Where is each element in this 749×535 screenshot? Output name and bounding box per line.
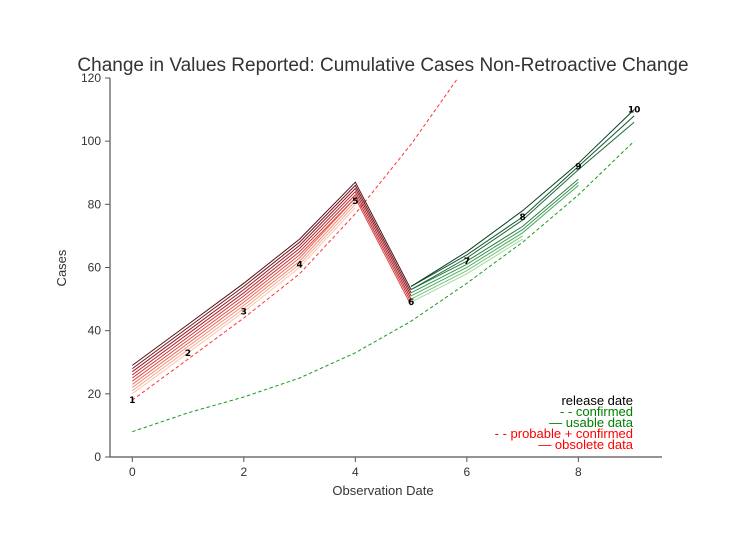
x-tick-label: 0 (129, 465, 136, 479)
y-tick-label: 100 (81, 134, 101, 148)
series-layer (132, 78, 635, 433)
release-number-label: 9 (575, 162, 581, 172)
x-tick-label: 6 (464, 465, 471, 479)
y-tick-label: 60 (88, 261, 102, 275)
series-line-2 (132, 207, 356, 395)
series-line-13 (410, 235, 523, 300)
series-line-12 (410, 238, 523, 303)
series-line-15 (410, 181, 579, 294)
legend-entry-usable-data: — usable data (549, 415, 634, 430)
y-axis-ticks: 0 20 40 60 80 100 120 (81, 71, 110, 464)
release-number-label: 10 (628, 106, 641, 116)
legend: release date - - confirmed — usable data… (495, 393, 634, 452)
y-tick-label: 120 (81, 71, 101, 85)
legend-entry-probable-confirmed: - - probable + confirmed (495, 426, 633, 441)
y-tick-label: 40 (88, 324, 102, 338)
y-axis-label: Cases (54, 249, 69, 286)
series-line-14 (410, 185, 579, 297)
release-number-label: 6 (408, 298, 414, 308)
dashed-series-line-1 (132, 78, 459, 401)
dashed-series-line-0 (132, 140, 635, 433)
legend-entry-confirmed: - - confirmed (560, 404, 633, 419)
series-line-3 (132, 203, 356, 392)
series-line-16 (410, 178, 579, 291)
x-axis-label: Observation Date (332, 483, 433, 498)
series-line-6 (132, 197, 412, 382)
y-tick-label: 0 (94, 450, 101, 464)
series-line-7 (132, 194, 412, 379)
series-line-8 (132, 190, 412, 376)
x-tick-label: 2 (240, 465, 247, 479)
series-line-19 (410, 109, 635, 287)
series-line-4 (132, 200, 356, 388)
series-line-10 (132, 184, 412, 370)
legend-entry-obsolete-data: — obsolete data (538, 437, 633, 452)
release-number-label: 4 (296, 260, 302, 270)
x-tick-label: 8 (575, 465, 582, 479)
x-axis-ticks: 0 2 4 6 8 (129, 457, 582, 479)
y-tick-label: 20 (88, 387, 102, 401)
x-tick-label: 4 (352, 465, 359, 479)
series-line-5 (132, 197, 356, 385)
series-line-9 (132, 187, 412, 373)
legend-title: release date (561, 393, 633, 408)
release-number-label: 3 (241, 308, 247, 318)
chart-title: Change in Values Reported: Cumulative Ca… (77, 55, 688, 76)
series-line-18 (410, 115, 635, 287)
point-labels: 1 2 3 4 5 6 7 8 9 10 (129, 106, 640, 407)
series-line-11 (132, 181, 412, 366)
y-tick-label: 80 (88, 197, 102, 211)
series-line-17 (410, 121, 635, 291)
release-number-label: 5 (352, 197, 358, 207)
release-number-label: 7 (464, 257, 470, 267)
release-number-label: 1 (129, 396, 135, 406)
release-number-label: 8 (519, 213, 525, 223)
release-number-label: 2 (185, 349, 191, 359)
